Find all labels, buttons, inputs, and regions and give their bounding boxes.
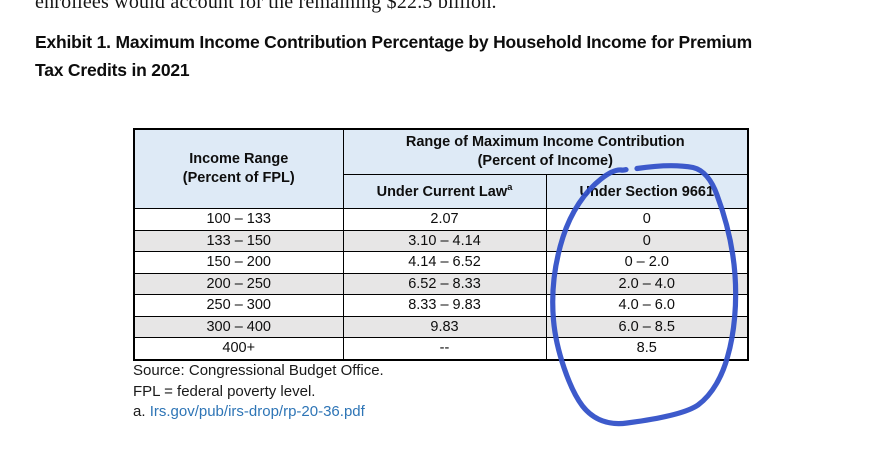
current-law-cell: 4.14 – 6.52: [342, 251, 547, 274]
section-9661-cell: 4.0 – 6.0: [545, 294, 749, 317]
exhibit-title: Exhibit 1. Maximum Income Contribution P…: [35, 29, 752, 84]
exhibit-title-line2: Tax Credits in 2021: [35, 59, 190, 80]
exhibit-title-line1: Exhibit 1. Maximum Income Contribution P…: [35, 32, 752, 52]
income-range-cell: 100 – 133: [133, 208, 344, 231]
current-law-header-label: Under Current Law: [376, 183, 508, 200]
footnote-line: a. Irs.gov/pub/irs-drop/rp-20-36.pdf: [133, 402, 384, 423]
section-9661-cell: 0: [545, 208, 749, 231]
fpl-note: FPL = federal poverty level.: [133, 382, 316, 400]
body-text-clipped: enrollees would account for the remainin…: [35, 0, 497, 13]
current-law-cell: 9.83: [342, 315, 547, 338]
table-notes: Source: Congressional Budget Office. FPL…: [133, 361, 384, 423]
table-row: 200 – 250 6.52 – 8.33 2.0 – 4.0: [133, 272, 749, 295]
table-row: 133 – 150 3.10 – 4.14 0: [133, 229, 749, 252]
income-range-cell: 133 – 150: [133, 229, 344, 252]
section-9661-cell: 2.0 – 4.0: [545, 272, 749, 295]
section-9661-cell: 8.5: [545, 337, 749, 360]
section-9661-cell: 6.0 – 8.5: [545, 315, 749, 338]
current-law-cell: 6.52 – 8.33: [342, 272, 547, 295]
income-contribution-table: Income Range (Percent of FPL) Range of M…: [133, 128, 750, 361]
current-law-cell: --: [342, 337, 547, 360]
income-range-cell: 400+: [133, 337, 344, 360]
current-law-footnote-marker: a: [507, 181, 513, 193]
table-row: 400+ -- 8.5: [133, 337, 749, 360]
income-range-header-line1: Income Range: [189, 151, 289, 167]
footnote-link[interactable]: Irs.gov/pub/irs-drop/rp-20-36.pdf: [149, 403, 365, 420]
section-9661-cell: 0 – 2.0: [545, 251, 749, 274]
table-row: 100 – 133 2.07 0: [133, 208, 749, 231]
income-range-cell: 150 – 200: [133, 251, 344, 274]
group-header-cell: Range of Maximum Income Contribution (Pe…: [342, 128, 749, 175]
group-header-line2: (Percent of Income): [477, 153, 613, 169]
income-range-cell: 300 – 400: [133, 315, 344, 338]
section-9661-cell: 0: [545, 229, 749, 252]
table-header-row-1: Income Range (Percent of FPL) Range of M…: [133, 128, 749, 209]
group-header-line1: Range of Maximum Income Contribution: [405, 134, 685, 150]
current-law-header-cell: Under Current Lawa: [342, 174, 547, 209]
current-law-cell: 8.33 – 9.83: [342, 294, 547, 317]
income-range-cell: 250 – 300: [133, 294, 344, 317]
current-law-cell: 2.07: [342, 208, 547, 231]
income-range-header-cell: Income Range (Percent of FPL): [133, 128, 344, 209]
table-row: 250 – 300 8.33 – 9.83 4.0 – 6.0: [133, 294, 749, 317]
income-range-header-line2: (Percent of FPL): [182, 170, 295, 186]
table-row: 150 – 200 4.14 – 6.52 0 – 2.0: [133, 251, 749, 274]
source-note: Source: Congressional Budget Office.: [133, 362, 384, 379]
section-9661-header-cell: Under Section 9661: [545, 174, 749, 209]
footnote-prefix: a.: [133, 403, 146, 420]
current-law-cell: 3.10 – 4.14: [342, 229, 547, 252]
income-range-cell: 200 – 250: [133, 272, 344, 295]
table-row: 300 – 400 9.83 6.0 – 8.5: [133, 315, 749, 338]
